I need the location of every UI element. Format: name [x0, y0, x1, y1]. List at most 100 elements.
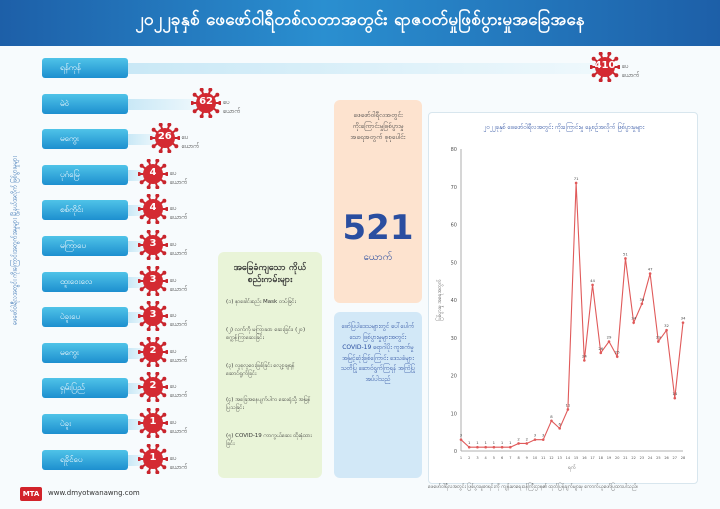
x-tick-label: 9: [526, 456, 528, 460]
region-value: 26: [157, 131, 172, 143]
footer: MTA www.dmyotwanawng.com ဖေဖော်ဝါရီလအတွင…: [0, 479, 720, 509]
unit-label: ပေ ယောက်: [181, 134, 200, 151]
region-value: 410: [594, 60, 616, 71]
region-value: 1: [149, 451, 157, 463]
unit-label: ပေ ယောက်: [223, 98, 241, 115]
region-label: ထူးဝေးလေ: [42, 271, 128, 292]
y-axis-label: ဖြစ်ပွားမှု အရေအတွက်: [436, 278, 443, 321]
data-point: [673, 396, 677, 400]
virus-icon: 3: [137, 265, 169, 296]
data-point: [467, 445, 471, 449]
y-tick-label: 80: [451, 147, 457, 153]
x-tick-label: 17: [590, 456, 594, 460]
brand-logo: MTA: [20, 487, 42, 501]
x-tick-label: 18: [599, 456, 603, 460]
x-tick-label: 23: [640, 456, 644, 460]
unit-label: ပေ ယောက်: [170, 383, 188, 400]
data-label: 34: [631, 316, 636, 321]
data-label: 1: [509, 440, 512, 445]
x-tick-label: 6: [501, 456, 503, 460]
region-bar: [128, 63, 598, 74]
data-label: 3: [460, 433, 463, 438]
total-unit: ယောက်: [363, 252, 393, 263]
region-label: ရန်ကုန်: [42, 58, 128, 78]
measure-item: (၂) လက်ကို မကြာခဏ ဆေးခြင်း၊ (၂၀) စက္ကန့်…: [226, 327, 306, 341]
data-point: [509, 445, 512, 449]
measures-card: အခြေခံကျသော ကိုယ်စည်းကမ်းများ (၁) နှာခေါ…: [218, 252, 322, 478]
region-bar: [128, 134, 158, 146]
unit-label: ပေ ယောက်: [170, 241, 188, 257]
series-line: [460, 182, 684, 448]
x-tick-label: 1: [460, 456, 462, 460]
data-label: 26: [598, 346, 603, 351]
virus-icon: 410: [589, 51, 621, 83]
data-point: [574, 181, 578, 185]
data-point: [459, 438, 463, 441]
advice-text: ဖော်ပြပါဒေသများတွင် ပေါ်ပေါက်သော ဖြစ်ပွာ…: [340, 323, 416, 383]
data-label: 8: [550, 414, 553, 419]
x-tick-label: 4: [485, 456, 488, 460]
measure-item: (၁) နှာခေါင်းစည်း Mask တပ်ခြင်း: [226, 299, 296, 305]
region-bar: [128, 454, 146, 466]
virus-icon: 26: [148, 122, 181, 154]
data-point: [665, 328, 668, 332]
region-value: 2: [149, 344, 157, 356]
x-tick-label: 26: [664, 456, 668, 460]
unit-label: ပေ ယောက်: [170, 205, 188, 222]
data-label: 2: [526, 436, 529, 441]
data-label: 32: [664, 323, 669, 328]
virus-icon: 1: [137, 443, 169, 474]
x-tick-label: 16: [582, 456, 586, 460]
data-point: [583, 359, 586, 362]
region-value: 2: [149, 380, 157, 392]
region-bar: [128, 276, 146, 288]
data-label: 29: [607, 335, 612, 340]
y-tick-label: 70: [451, 185, 457, 191]
data-point: [533, 438, 537, 441]
virus-icon: 4: [137, 158, 169, 190]
x-tick-label: 12: [549, 456, 553, 460]
unit-label: ပေ ယောက်: [170, 169, 188, 186]
region-label: မကွေး: [42, 342, 128, 363]
x-tick-label: 15: [574, 456, 578, 460]
unit-label: ပေ ယောက်: [170, 276, 188, 293]
region-bar: [128, 98, 200, 110]
region-label: မကြာပေ: [42, 236, 128, 256]
region-label: ပုဂံမြေ: [42, 164, 128, 185]
x-tick-label: 5: [493, 456, 495, 460]
data-label: 3: [542, 433, 545, 438]
data-point: [476, 445, 479, 449]
total-card: ဖေဖော်ဝါရီလအတွင်း ကိုးကြောင်းမှုဖြစ်ပွား…: [334, 100, 422, 303]
data-label: 71: [574, 176, 579, 181]
data-point: [599, 351, 603, 355]
region-value: 4: [149, 202, 157, 214]
website-link[interactable]: www.dmyotwanawng.com: [48, 489, 140, 497]
data-label: 47: [648, 267, 653, 272]
data-point: [517, 442, 520, 445]
total-label: ဖေဖော်ဝါရီလအတွင်း ကိုးကြောင်းမှုဖြစ်ပွား…: [350, 111, 406, 141]
data-point: [632, 321, 635, 324]
side-caption: ဖေဖော်ဝါရီလအတွင်း ကိုးကြောင်းအတွက်အမှုမျ…: [11, 155, 19, 326]
x-tick-label: 21: [623, 456, 627, 460]
data-point: [541, 438, 545, 441]
data-point: [615, 355, 619, 358]
y-tick-label: 10: [451, 411, 457, 417]
data-point: [648, 272, 652, 275]
total-value: 521: [342, 208, 414, 248]
data-point: [566, 408, 570, 411]
region-label: ပဲခူး: [42, 414, 128, 434]
region-value: 3: [149, 273, 157, 285]
data-label: 2: [517, 436, 520, 441]
data-label: 24: [582, 353, 587, 358]
y-tick-label: 0: [454, 449, 457, 455]
advice-card: ဖော်ပြပါဒေသများတွင် ပေါ်ပေါက်သော ဖြစ်ပွာ…: [334, 312, 422, 478]
data-point: [484, 445, 487, 449]
data-label: 11: [565, 402, 570, 407]
x-tick-label: 25: [656, 456, 660, 460]
region-bar: [128, 205, 146, 217]
data-label: 1: [476, 440, 479, 445]
region-bar: [128, 241, 146, 252]
data-label: 1: [493, 440, 496, 445]
